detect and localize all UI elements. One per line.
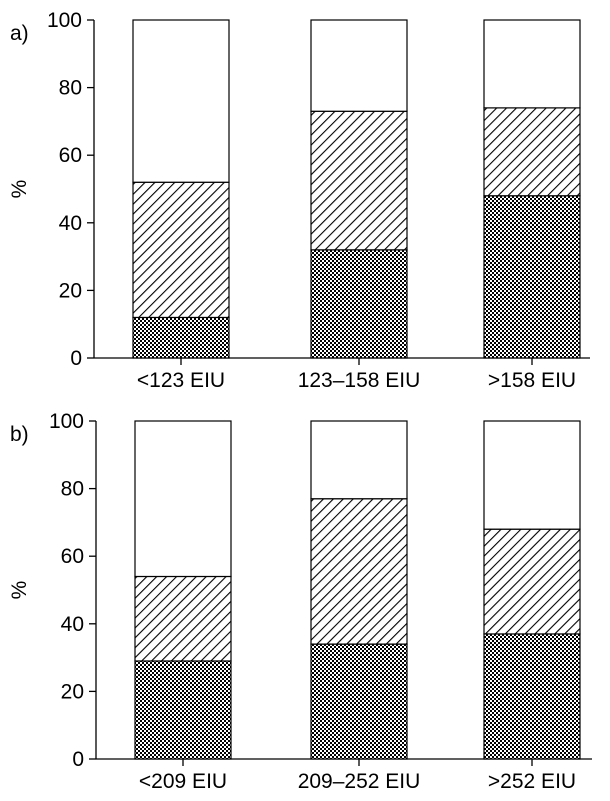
bar-segment-blank xyxy=(310,19,408,112)
x-tick-label: 123–158 EIU xyxy=(298,369,421,392)
x-tick-label: >158 EIU xyxy=(488,369,576,392)
y-tick-label: 100 xyxy=(47,9,82,32)
x-tick-label: >252 EIU xyxy=(488,770,576,793)
bar-segment-hatched xyxy=(310,110,408,251)
y-axis-label: % xyxy=(8,581,31,600)
bar-segment-blank xyxy=(483,19,581,109)
y-tick-label: 100 xyxy=(49,410,84,433)
y-tick-label: 80 xyxy=(59,77,82,100)
panel-label: a) xyxy=(10,22,29,45)
bar-segment-dotted xyxy=(310,643,408,760)
chart-panel-b: b)% 0 20 40 60 80 100 <209 EIU 209–252 EIU >252 E… xyxy=(8,410,592,793)
y-tick-label: 0 xyxy=(72,748,84,771)
panel-label: b) xyxy=(10,423,29,446)
chart-panel-a: a)% 0 20 40 60 80 100 <123 EIU 123–158 EIU >158 E… xyxy=(8,9,590,392)
bar-segment-hatched xyxy=(483,528,581,635)
bar-segment-dotted xyxy=(132,316,230,359)
y-tick-label: 60 xyxy=(61,545,84,568)
y-tick-label: 20 xyxy=(59,279,82,302)
bar-segment-hatched xyxy=(134,575,232,662)
bar-segment-dotted xyxy=(483,195,581,359)
bar-segment-blank xyxy=(483,420,581,530)
x-tick-label: <123 EIU xyxy=(137,369,225,392)
bar-segment-hatched xyxy=(310,498,408,645)
bar-segment-blank xyxy=(134,420,232,578)
y-tick-label: 60 xyxy=(59,144,82,167)
y-tick-label: 80 xyxy=(61,478,84,501)
bar-segment-dotted xyxy=(134,660,232,760)
y-axis-label: % xyxy=(8,180,31,199)
y-tick-label: 40 xyxy=(59,212,82,235)
bar-segment-hatched xyxy=(132,181,230,319)
y-tick-label: 0 xyxy=(70,347,82,370)
bar-segment-dotted xyxy=(310,249,408,359)
bar-segment-blank xyxy=(310,420,408,500)
y-tick-label: 40 xyxy=(61,613,84,636)
x-tick-label: <209 EIU xyxy=(139,770,227,793)
bar-segment-blank xyxy=(132,19,230,183)
y-tick-label: 20 xyxy=(61,680,84,703)
bar-segment-hatched xyxy=(483,107,581,197)
x-tick-label: 209–252 EIU xyxy=(298,770,421,793)
bar-segment-dotted xyxy=(483,633,581,760)
